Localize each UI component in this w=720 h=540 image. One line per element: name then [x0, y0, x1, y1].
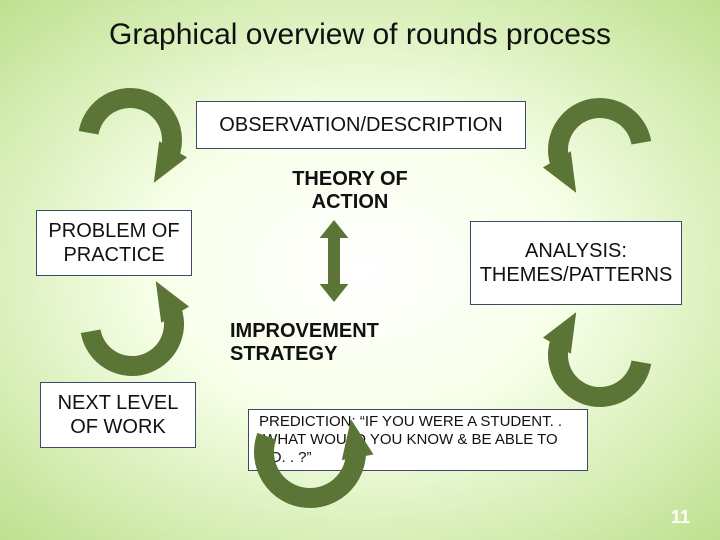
curved-arrow-bottom-center	[264, 436, 356, 498]
double-arrow-head-down	[320, 284, 349, 302]
arrows-layer	[0, 0, 720, 540]
curved-arrow-head-bottom-center	[342, 419, 374, 460]
page-number: 11	[671, 507, 690, 528]
double-arrow-head-up	[320, 220, 349, 238]
